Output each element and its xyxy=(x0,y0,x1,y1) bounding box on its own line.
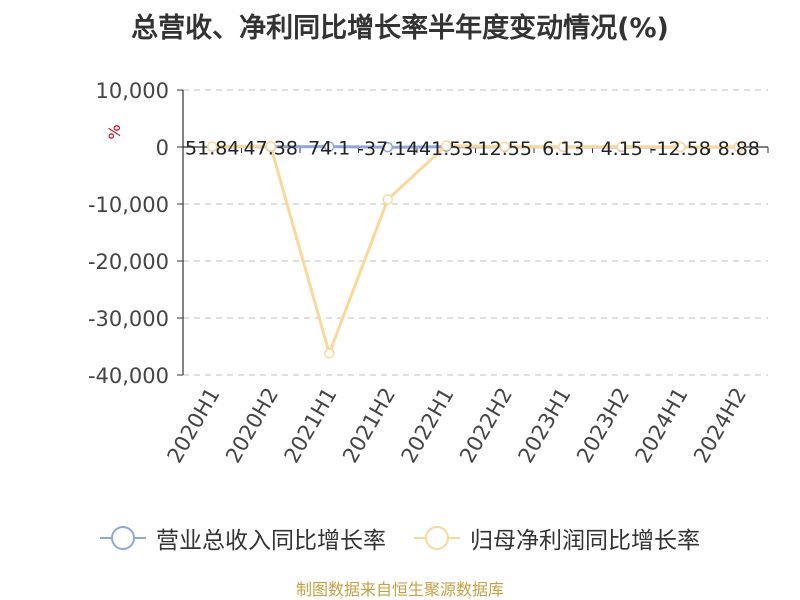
x-tick-label: 2024H2 xyxy=(689,384,751,468)
data-label: 51.84 xyxy=(185,138,239,160)
data-point-profit xyxy=(324,348,335,359)
data-label: 4.15 xyxy=(601,138,643,160)
legend-marker-revenue xyxy=(111,526,135,550)
y-tick-label: -10,000 xyxy=(88,193,169,217)
data-point-profit xyxy=(441,140,452,151)
legend-item-revenue[interactable]: 营业总收入同比增长率 xyxy=(100,521,386,555)
legend-symbol-revenue xyxy=(100,525,146,551)
x-tick-label: 2022H2 xyxy=(455,384,517,468)
y-axis-unit: % xyxy=(105,124,124,139)
data-label: 74.1 xyxy=(308,138,350,160)
x-tick-label: 2020H2 xyxy=(221,384,283,468)
data-label: 8.88 xyxy=(718,138,760,160)
data-label: 41.53 xyxy=(419,138,473,160)
data-label: 47.38 xyxy=(244,138,298,160)
data-point-profit xyxy=(558,141,569,153)
series-line-profit xyxy=(212,144,739,355)
x-tick-label: 2020H1 xyxy=(162,384,224,468)
data-label: -37.14 xyxy=(357,138,418,160)
legend-label-profit: 归母净利润同比增长率 xyxy=(470,528,700,554)
y-tick-label: -20,000 xyxy=(88,250,169,274)
data-point-profit xyxy=(616,141,627,152)
data-label: 6.13 xyxy=(542,138,584,160)
data-label: -12.58 xyxy=(650,138,711,160)
data-point-profit xyxy=(499,141,510,152)
legend-item-profit[interactable]: 归母净利润同比增长率 xyxy=(414,521,700,555)
x-tick-label: 2021H2 xyxy=(338,384,400,468)
x-tick-label: 2024H1 xyxy=(630,384,692,468)
legend-marker-profit xyxy=(425,526,449,550)
legend-label-revenue: 营业总收入同比增长率 xyxy=(156,528,386,554)
data-point-profit xyxy=(207,141,218,152)
data-point-revenue xyxy=(324,141,335,152)
legend-symbol-profit xyxy=(414,525,460,551)
data-point-revenue xyxy=(382,141,393,153)
y-tick-label: -40,000 xyxy=(88,364,169,388)
x-tick-label: 2023H2 xyxy=(572,384,634,468)
y-tick-label: 10,000 xyxy=(96,79,169,103)
data-label: 12.55 xyxy=(478,138,532,160)
chart-title: 总营收、净利同比增长率半年度变动情况(%) xyxy=(131,13,669,44)
x-tick-label: 2023H1 xyxy=(513,384,575,468)
y-tick-label: 0 xyxy=(156,136,169,160)
data-point-profit xyxy=(733,141,744,153)
chart-legend: 营业总收入同比增长率 归母净利润同比增长率 xyxy=(0,520,800,556)
data-point-profit xyxy=(265,141,276,152)
data-point-profit xyxy=(675,141,686,153)
line-chart: 10,000 0 -10,000 -20,000 -30,000 -40,000% 2020… xyxy=(88,79,769,468)
y-tick-label: -30,000 xyxy=(88,307,169,331)
data-point-profit xyxy=(382,194,393,205)
data-source-note: 制图数据来自恒生聚源数据库 xyxy=(295,580,504,599)
x-tick-label: 2021H1 xyxy=(279,384,341,468)
x-tick-label: 2022H1 xyxy=(396,384,458,468)
